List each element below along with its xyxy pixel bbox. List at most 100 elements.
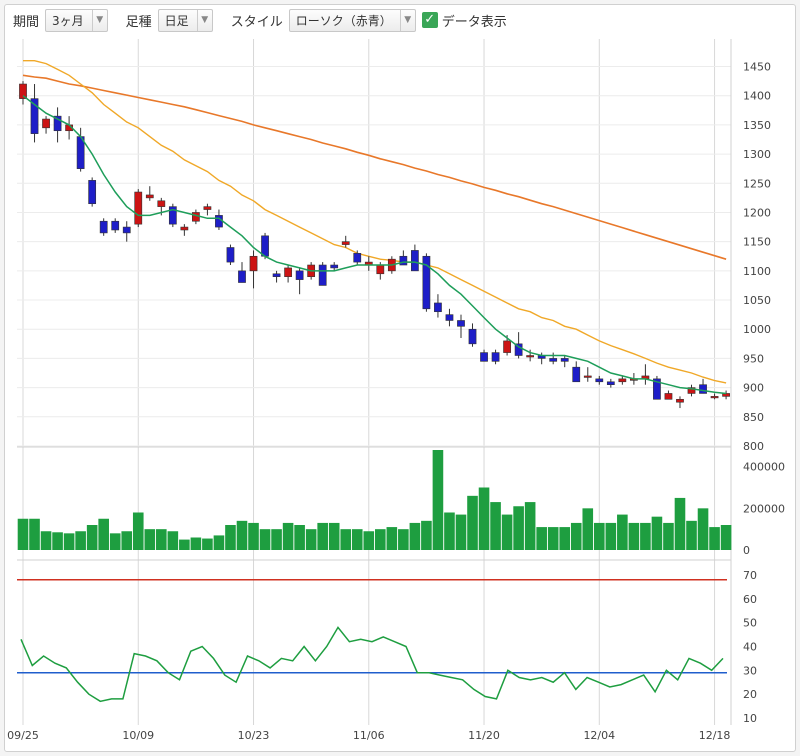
volume-bar: [351, 529, 363, 550]
candle-down: [111, 220, 120, 231]
volume-bar: [225, 525, 236, 550]
candle-down: [295, 270, 304, 280]
volume-bar: [202, 538, 213, 550]
volume-bar: [17, 518, 29, 550]
candle-up: [19, 83, 27, 99]
volume-bar: [132, 512, 144, 550]
volume-bar: [490, 502, 501, 550]
candle-down: [168, 206, 177, 225]
volume-bar: [248, 522, 259, 550]
candle-down: [53, 115, 62, 132]
volume-bar: [386, 527, 398, 550]
period-select[interactable]: 3ヶ月 ▼: [45, 8, 108, 32]
volume-bar: [720, 525, 732, 550]
volume-bar: [294, 525, 305, 550]
candle-up: [687, 387, 696, 394]
candle-down: [572, 366, 581, 383]
price-tick-label: 1250: [743, 177, 771, 190]
foot-value: 日足: [164, 13, 189, 28]
candle-up: [284, 267, 292, 277]
volume-bar: [501, 514, 513, 550]
chart-toolbar: 期間 3ヶ月 ▼ 足種 日足 ▼ スタイル ローソク（赤青） ▼ ✓ データ表示: [5, 5, 795, 35]
candle-down: [468, 328, 477, 345]
price-tick-label: 1300: [743, 148, 771, 161]
candle-down: [699, 384, 707, 394]
candle-up: [664, 393, 673, 400]
data-display-checkbox[interactable]: ✓: [421, 12, 438, 28]
rsi-tick-label: 20: [743, 688, 757, 701]
volume-bar: [179, 539, 190, 550]
price-tick-label: 1100: [743, 265, 771, 278]
volume-bar: [513, 506, 524, 550]
volume-bar: [340, 529, 352, 550]
volume-bar: [98, 518, 109, 550]
candle-down: [226, 247, 235, 263]
ma-long-line: [22, 74, 727, 260]
volume-bar: [328, 522, 340, 550]
volume-bar: [282, 522, 294, 550]
chart-panel: 期間 3ヶ月 ▼ 足種 日足 ▼ スタイル ローソク（赤青） ▼ ✓ データ表示…: [4, 4, 796, 752]
candle-up: [157, 200, 166, 207]
candle-down: [99, 220, 108, 234]
volume-bar: [121, 531, 133, 550]
volume-bar: [524, 502, 536, 550]
candle-down: [457, 320, 465, 327]
price-tick-label: 1000: [743, 323, 771, 336]
candle-down: [399, 255, 408, 266]
period-label: 期間: [13, 14, 40, 30]
volume-bar: [375, 529, 386, 550]
chevron-down-icon: ▼: [196, 9, 212, 31]
candle-down: [549, 358, 558, 362]
volume-bar: [651, 516, 663, 550]
rsi-line: [20, 626, 724, 703]
ma-mid-line: [23, 60, 727, 384]
candle-up: [134, 191, 143, 225]
volume-bar: [236, 520, 248, 550]
volume-bar: [640, 522, 651, 550]
volume-bar: [617, 514, 628, 550]
price-tick-label: 1200: [743, 206, 771, 219]
date-tick-label: 11/20: [468, 729, 500, 742]
rsi-tick-label: 70: [743, 569, 757, 582]
volume-bar: [686, 520, 697, 550]
volume-bar: [444, 512, 455, 550]
candle-down: [238, 270, 246, 283]
date-tick-label: 12/04: [583, 729, 615, 742]
candle-down: [491, 352, 500, 362]
candle-down: [261, 235, 269, 257]
volume-bar: [86, 525, 98, 550]
candle-up: [341, 241, 350, 245]
volume-bar: [605, 522, 617, 550]
candle-down: [434, 302, 442, 313]
volume-tick-label: 400000: [743, 461, 785, 474]
candle-down: [411, 250, 419, 272]
volume-bar: [305, 529, 317, 550]
volume-bar: [432, 450, 444, 550]
volume-bar: [29, 518, 40, 550]
price-tick-label: 1350: [743, 119, 771, 132]
style-select[interactable]: ローソク（赤青） ▼: [288, 8, 416, 32]
volume-tick-label: 200000: [743, 502, 785, 515]
volume-tick-label: 0: [743, 544, 750, 557]
volume-bar: [52, 532, 63, 550]
price-tick-label: 1150: [743, 236, 771, 249]
volume-bar: [109, 533, 121, 550]
volume-bar: [536, 527, 547, 550]
candle-up: [145, 194, 154, 199]
chevron-down-icon: ▼: [399, 9, 415, 31]
volume-bar: [144, 529, 156, 550]
candle-down: [514, 343, 523, 356]
volume-bar: [63, 533, 75, 550]
candle-down: [215, 215, 223, 228]
price-tick-label: 1400: [743, 90, 771, 103]
candle-down: [445, 314, 454, 321]
stock-chart: 8008509009501000105011001150120012501300…: [7, 39, 785, 742]
volume-bar: [421, 520, 432, 550]
candle-down: [422, 255, 431, 310]
volume-bar: [467, 495, 478, 550]
foot-select[interactable]: 日足 ▼: [157, 8, 213, 32]
candle-up: [249, 255, 258, 272]
candle-up: [710, 396, 719, 399]
candle-up: [192, 212, 200, 222]
candle-down: [30, 98, 39, 134]
